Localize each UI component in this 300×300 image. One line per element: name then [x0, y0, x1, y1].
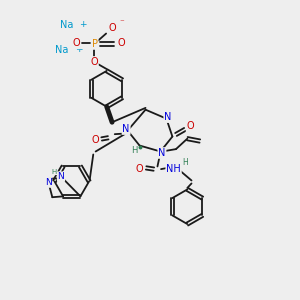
Text: NH: NH — [166, 164, 181, 173]
Text: O: O — [136, 164, 143, 173]
Text: +: + — [75, 46, 82, 55]
Text: O: O — [187, 122, 194, 131]
Text: N: N — [45, 178, 52, 187]
Text: N: N — [122, 124, 130, 134]
Text: P: P — [92, 39, 98, 49]
Text: O: O — [117, 38, 125, 48]
Text: H: H — [52, 169, 57, 175]
Text: N: N — [58, 172, 64, 181]
Text: N: N — [158, 148, 166, 158]
Text: Na: Na — [55, 45, 69, 55]
Text: Na: Na — [60, 20, 73, 30]
Text: O: O — [90, 57, 98, 67]
Text: +: + — [79, 20, 87, 29]
Text: O: O — [108, 23, 116, 34]
Text: O: O — [72, 38, 80, 48]
Text: O: O — [91, 134, 99, 145]
Text: N: N — [164, 112, 172, 122]
Text: ⁻: ⁻ — [119, 18, 124, 27]
Text: H: H — [131, 146, 137, 155]
Text: H: H — [183, 158, 188, 167]
